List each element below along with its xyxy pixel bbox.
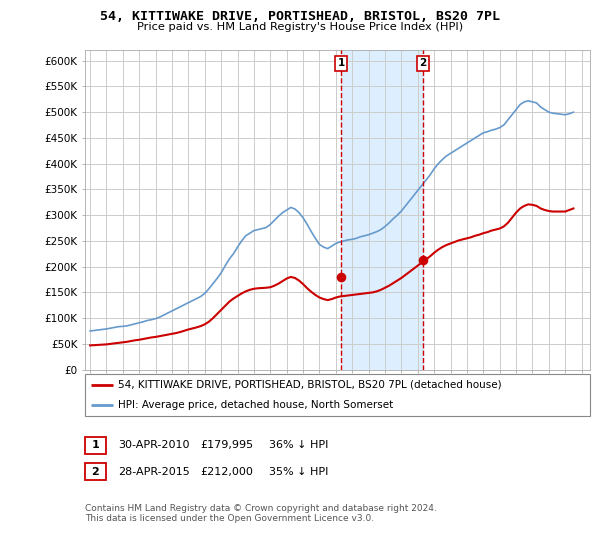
Text: 1: 1 xyxy=(338,58,345,68)
Text: 2: 2 xyxy=(92,466,99,477)
Text: 30-APR-2010: 30-APR-2010 xyxy=(118,440,190,450)
Text: Contains HM Land Registry data © Crown copyright and database right 2024.
This d: Contains HM Land Registry data © Crown c… xyxy=(85,504,437,524)
FancyBboxPatch shape xyxy=(85,463,106,480)
Text: 54, KITTIWAKE DRIVE, PORTISHEAD, BRISTOL, BS20 7PL (detached house): 54, KITTIWAKE DRIVE, PORTISHEAD, BRISTOL… xyxy=(118,380,502,390)
Bar xyxy=(341,50,423,370)
Text: 35% ↓ HPI: 35% ↓ HPI xyxy=(269,466,329,477)
FancyBboxPatch shape xyxy=(85,374,590,416)
Text: 2: 2 xyxy=(419,58,427,68)
Text: 36% ↓ HPI: 36% ↓ HPI xyxy=(269,440,329,450)
Text: 28-APR-2015: 28-APR-2015 xyxy=(118,466,190,477)
Text: 1: 1 xyxy=(92,440,99,450)
Point xyxy=(418,256,428,265)
FancyBboxPatch shape xyxy=(85,437,106,454)
Text: 54, KITTIWAKE DRIVE, PORTISHEAD, BRISTOL, BS20 7PL: 54, KITTIWAKE DRIVE, PORTISHEAD, BRISTOL… xyxy=(100,10,500,23)
Text: £179,995: £179,995 xyxy=(200,440,254,450)
Text: £212,000: £212,000 xyxy=(200,466,253,477)
Text: HPI: Average price, detached house, North Somerset: HPI: Average price, detached house, Nort… xyxy=(118,400,393,410)
Point xyxy=(337,273,346,282)
Text: Price paid vs. HM Land Registry's House Price Index (HPI): Price paid vs. HM Land Registry's House … xyxy=(137,22,463,32)
